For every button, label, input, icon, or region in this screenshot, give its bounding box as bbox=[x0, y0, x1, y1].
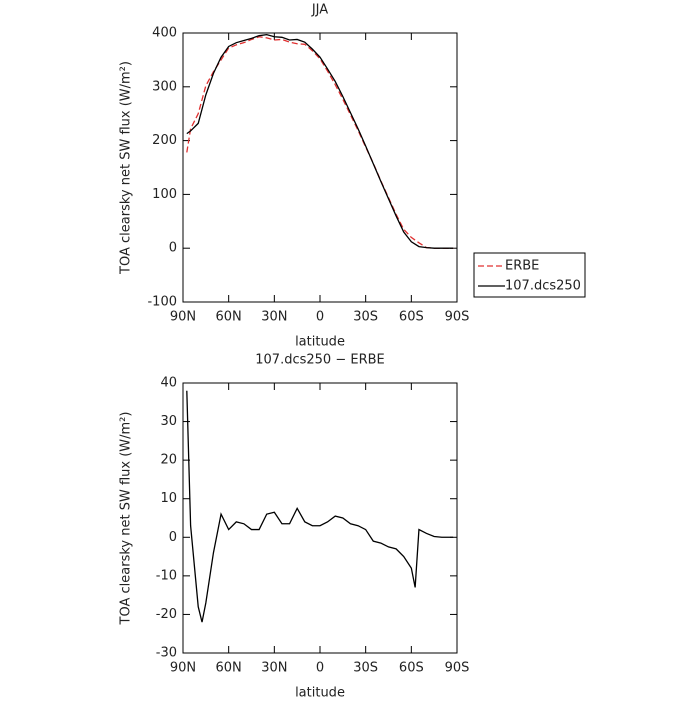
x-tick-label: 90N bbox=[170, 661, 196, 676]
y-tick-label: 100 bbox=[152, 187, 177, 202]
y-axis-label: TOA clearsky net SW flux (W/m²) bbox=[119, 412, 134, 626]
y-tick-label: 40 bbox=[160, 376, 177, 391]
x-tick-label: 30S bbox=[353, 661, 378, 676]
legend-label: 107.dcs250 bbox=[505, 279, 581, 294]
legend-label: ERBE bbox=[505, 259, 539, 274]
y-tick-label: 0 bbox=[169, 241, 177, 256]
x-tick-label: 90N bbox=[170, 310, 196, 325]
y-tick-label: -20 bbox=[156, 607, 177, 622]
x-tick-label: 0 bbox=[316, 661, 324, 676]
y-tick-label: 10 bbox=[160, 491, 177, 506]
data-line bbox=[186, 390, 454, 623]
y-tick-label: 20 bbox=[160, 453, 177, 468]
x-tick-label: 60N bbox=[216, 661, 242, 676]
y-tick-label: 200 bbox=[152, 133, 177, 148]
data-line bbox=[186, 33, 454, 249]
x-tick-label: 60S bbox=[399, 310, 424, 325]
y-tick-label: 0 bbox=[169, 530, 177, 545]
y-tick-label: -30 bbox=[156, 646, 177, 661]
y-tick-label: -10 bbox=[156, 568, 177, 583]
y-axis-label: TOA clearsky net SW flux (W/m²) bbox=[119, 61, 134, 275]
x-tick-label: 60N bbox=[216, 310, 242, 325]
y-tick-label: 30 bbox=[160, 414, 177, 429]
x-tick-label: 30S bbox=[353, 310, 378, 325]
plot-frame bbox=[182, 32, 458, 303]
y-tick-label: 400 bbox=[152, 26, 177, 41]
x-axis-label: latitude bbox=[295, 686, 345, 701]
data-line bbox=[186, 36, 454, 249]
x-axis-label: latitude bbox=[295, 335, 345, 350]
y-tick-label: 300 bbox=[152, 79, 177, 94]
x-tick-label: 90S bbox=[445, 661, 470, 676]
y-tick-label: -100 bbox=[147, 295, 177, 310]
chart-title: 107.dcs250 − ERBE bbox=[255, 353, 384, 368]
legend-box bbox=[473, 252, 586, 298]
plot-frame bbox=[182, 382, 458, 654]
chart-title: JJA bbox=[311, 3, 328, 18]
x-tick-label: 30N bbox=[261, 661, 287, 676]
x-tick-label: 90S bbox=[445, 310, 470, 325]
x-tick-label: 60S bbox=[399, 661, 424, 676]
x-tick-label: 30N bbox=[261, 310, 287, 325]
x-tick-label: 0 bbox=[316, 310, 324, 325]
